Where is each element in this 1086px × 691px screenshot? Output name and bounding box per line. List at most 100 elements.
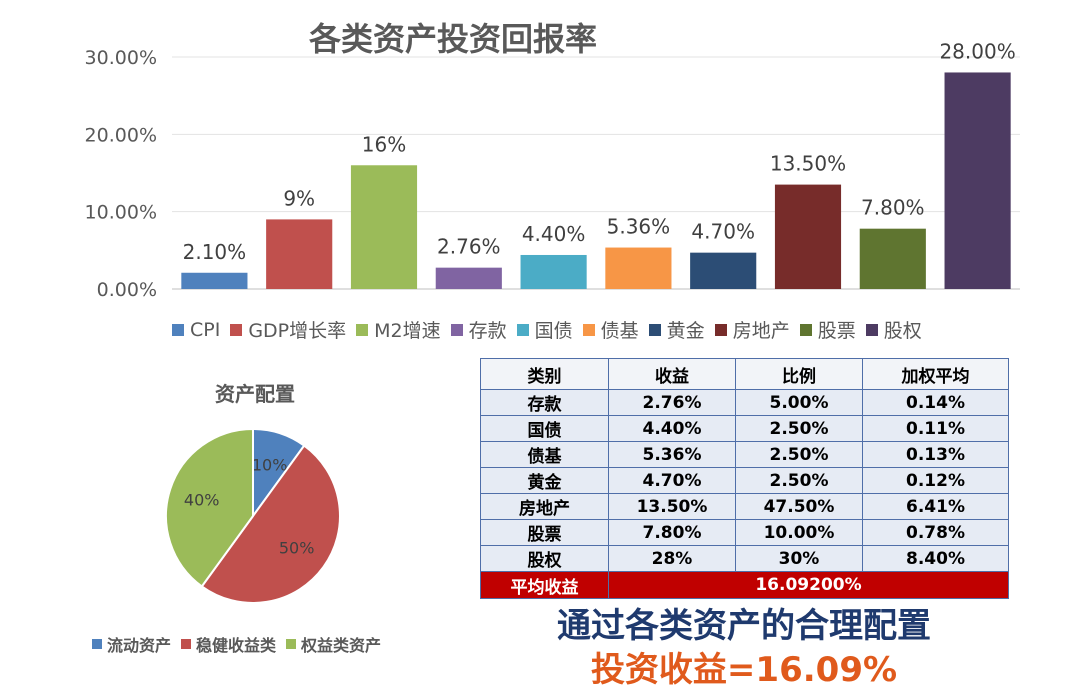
legend-swatch [356,323,369,336]
pie-data-label: 50% [279,539,315,558]
legend-item: M2增速 [356,316,441,343]
table-cell: 2.50% [735,441,863,468]
bar [266,219,333,289]
legend-swatch [450,323,463,336]
legend-label: 存款 [468,320,507,342]
table-cell: 13.50% [608,493,736,520]
legend-swatch [286,639,297,649]
bar [181,272,248,289]
pie-chart-title: 资产配置 [215,382,295,406]
allocation-table: 类别 收益 比例 加权平均 存款 2.76% 5.00% 0.14% 国债 4.40% 2.… [480,358,1009,599]
table-cell: 4.40% [608,415,736,442]
pie-data-label: 10% [252,456,288,475]
table-cell: 股票 [480,519,609,546]
column-header: 加权平均 [862,358,1009,390]
table-cell: 28% [608,545,736,572]
table-cell: 存款 [480,389,609,416]
y-tick-label: 20.00% [85,124,157,146]
table-cell: 8.40% [862,545,1009,572]
legend-swatch [582,323,595,336]
table-row: 股权 28% 30% 8.40% [480,545,1009,572]
table-cell: 0.14% [862,389,1009,416]
legend-item: CPI [172,319,220,341]
bar-data-label: 9% [283,186,315,210]
table-cell: 0.12% [862,467,1009,494]
legend-item: GDP增长率 [230,316,346,343]
bar [944,72,1011,289]
legend-swatch [865,323,878,336]
average-row: 平均收益 16.09200% [480,571,1009,599]
bar-chart-title: 各类资产投资回报率 [308,20,597,58]
legend-item: 债基 [582,316,639,343]
bar [435,267,502,289]
legend-label: 流动资产 [107,636,172,655]
table-cell: 0.11% [862,415,1009,442]
legend-swatch [230,323,243,336]
column-header: 比例 [735,358,863,390]
table-cell: 30% [735,545,863,572]
bar [774,184,842,289]
legend-label: 债基 [600,320,639,342]
table-cell: 4.70% [608,467,736,494]
bar-data-label: 2.10% [183,240,247,264]
table-cell: 0.78% [862,519,1009,546]
table-row: 房地产 13.50% 47.50% 6.41% [480,493,1009,520]
legend-item: 稳健收益类 [181,632,276,656]
table-cell: 房地产 [480,493,609,520]
legend-swatch [92,639,102,649]
table-header-row: 类别 收益 比例 加权平均 [480,358,1009,390]
table-cell: 债基 [480,441,609,468]
legend-label: GDP增长率 [248,320,347,342]
slogan-line-1: 通过各类资产的合理配置 [557,606,931,646]
table-cell: 2.50% [735,467,863,494]
bar-chart: 0.00% 10.00% 20.00% 30.00% 2.10% 9% 16% 2.76% 4.… [85,39,1020,301]
legend-item: 存款 [450,316,507,343]
bar-data-label: 7.80% [861,196,925,220]
y-tick-label: 30.00% [85,47,157,69]
legend-swatch [714,323,727,336]
table-row: 存款 2.76% 5.00% 0.14% [480,389,1009,416]
bar-data-label: 28.00% [939,39,1015,63]
legend-item: 国债 [516,316,573,343]
slogan-line-2: 投资收益=16.09% [590,650,898,690]
table-cell: 47.50% [735,493,863,520]
bar-data-label: 4.70% [691,220,755,244]
table-row: 债基 5.36% 2.50% 0.13% [480,441,1009,468]
legend-item: 权益类资产 [286,632,381,656]
legend-item: 股权 [865,316,922,343]
legend-label: 稳健收益类 [196,636,277,655]
bar [605,247,672,289]
y-tick-label: 0.00% [97,279,157,301]
legend-swatch [648,323,661,336]
legend-label: 国债 [534,320,573,342]
legend-label: 权益类资产 [301,636,382,655]
table-cell: 5.36% [608,441,736,468]
bar [350,165,418,289]
bar-data-label: 2.76% [437,235,501,259]
table-cell: 0.13% [862,441,1009,468]
legend-swatch [172,323,184,336]
table-cell: 6.41% [862,493,1009,520]
average-value: 16.09200% [608,571,1009,599]
pie-chart: 10% 50% 40% [165,427,341,604]
bar-data-label: 16% [362,132,406,156]
pie-data-label: 40% [184,490,220,509]
legend-item: 流动资产 [92,632,171,656]
pie-slice [165,427,254,588]
legend-label: M2增速 [374,320,441,342]
bar-data-label: 13.50% [770,152,846,176]
bar [859,228,926,289]
table-cell: 股权 [480,545,609,572]
legend-label: CPI [190,318,221,341]
legend-swatch [799,323,812,336]
legend-label: 房地产 [732,320,790,342]
average-label: 平均收益 [480,571,609,599]
pie-chart-legend: 流动资产 稳健收益类 权益类资产 [92,632,391,656]
legend-label: 黄金 [666,320,705,342]
legend-label: 股票 [817,320,856,342]
legend-item: 黄金 [648,316,705,343]
legend-item: 房地产 [714,316,790,343]
bar-data-label: 4.40% [522,222,586,246]
pie-slice [200,444,341,604]
table-cell: 2.50% [735,415,863,442]
